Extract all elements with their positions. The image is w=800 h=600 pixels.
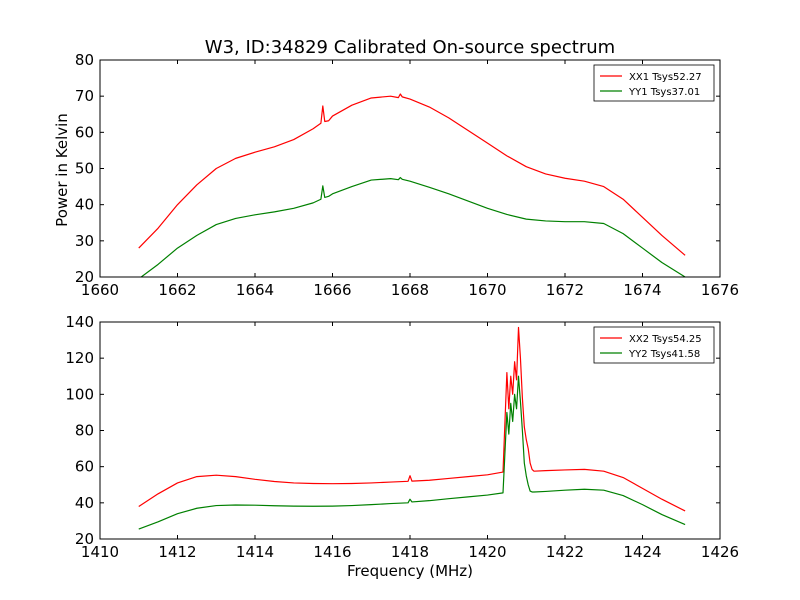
y-tick-label: 70 (75, 87, 94, 105)
x-tick-label: 1674 (623, 281, 661, 299)
y-axis-label: Power in Kelvin (53, 113, 71, 227)
lower-panel-xx2-yy2: 1410 1412 1414 1416 1418 1420 1422 1424 1426 20 40… (65, 313, 739, 561)
x-tick-label: 1664 (236, 281, 274, 299)
x-tick-label: 1670 (468, 281, 506, 299)
x-tick-label: 1418 (391, 543, 429, 561)
x-tick-label: 1668 (391, 281, 429, 299)
y-tick-label: 40 (75, 494, 94, 512)
y-tick-label: 60 (75, 458, 94, 476)
series-line-xx1 (138, 93, 686, 256)
x-tick-label: 1416 (313, 543, 351, 561)
x-tick-label: 1410 (81, 543, 119, 561)
figure-title: W3, ID:34829 Calibrated On-source spectr… (205, 37, 615, 58)
y-tick-label: 120 (65, 349, 94, 367)
x-tick-label: 1660 (81, 281, 119, 299)
y-tick-label: 30 (75, 232, 94, 250)
upper-panel-xx1-yy1: 1660 1662 1664 1666 1668 1670 1672 1674 1676 20 30… (75, 51, 739, 299)
x-tick-label: 1414 (236, 543, 274, 561)
y-tick-label: 20 (75, 268, 94, 286)
x-tick-label: 1676 (701, 281, 739, 299)
x-tick-label: 1420 (468, 543, 506, 561)
y-tick-label: 80 (75, 51, 94, 69)
x-tick-label: 1412 (158, 543, 196, 561)
y-tick-label: 50 (75, 160, 94, 178)
x-tick-label: 1422 (546, 543, 584, 561)
legend-entry-label: XX1 Tsys52.27 (629, 72, 702, 83)
y-tick-label: 140 (65, 313, 94, 331)
legend-box (593, 326, 715, 364)
y-tick-label: 60 (75, 123, 94, 141)
series-line-xx2 (138, 326, 686, 512)
legend-entry-label: YY2 Tsys41.58 (628, 349, 700, 360)
legend-entry-label: XX2 Tsys54.25 (629, 334, 702, 345)
y-tick-label: 80 (75, 422, 94, 440)
x-axis-label: Frequency (MHz) (347, 562, 473, 580)
y-tick-label: 20 (75, 530, 94, 548)
x-tick-label: 1672 (546, 281, 584, 299)
y-tick-label: 100 (65, 385, 94, 403)
x-tick-label: 1662 (158, 281, 196, 299)
x-tick-label: 1426 (701, 543, 739, 561)
series-line-yy1 (140, 176, 686, 277)
x-tick-label: 1424 (623, 543, 661, 561)
x-tick-label: 1666 (313, 281, 351, 299)
y-tick-label: 40 (75, 196, 94, 214)
legend-box (593, 64, 715, 102)
series-line-yy2 (138, 375, 686, 530)
legend-entry-label: YY1 Tsys37.01 (628, 87, 700, 98)
